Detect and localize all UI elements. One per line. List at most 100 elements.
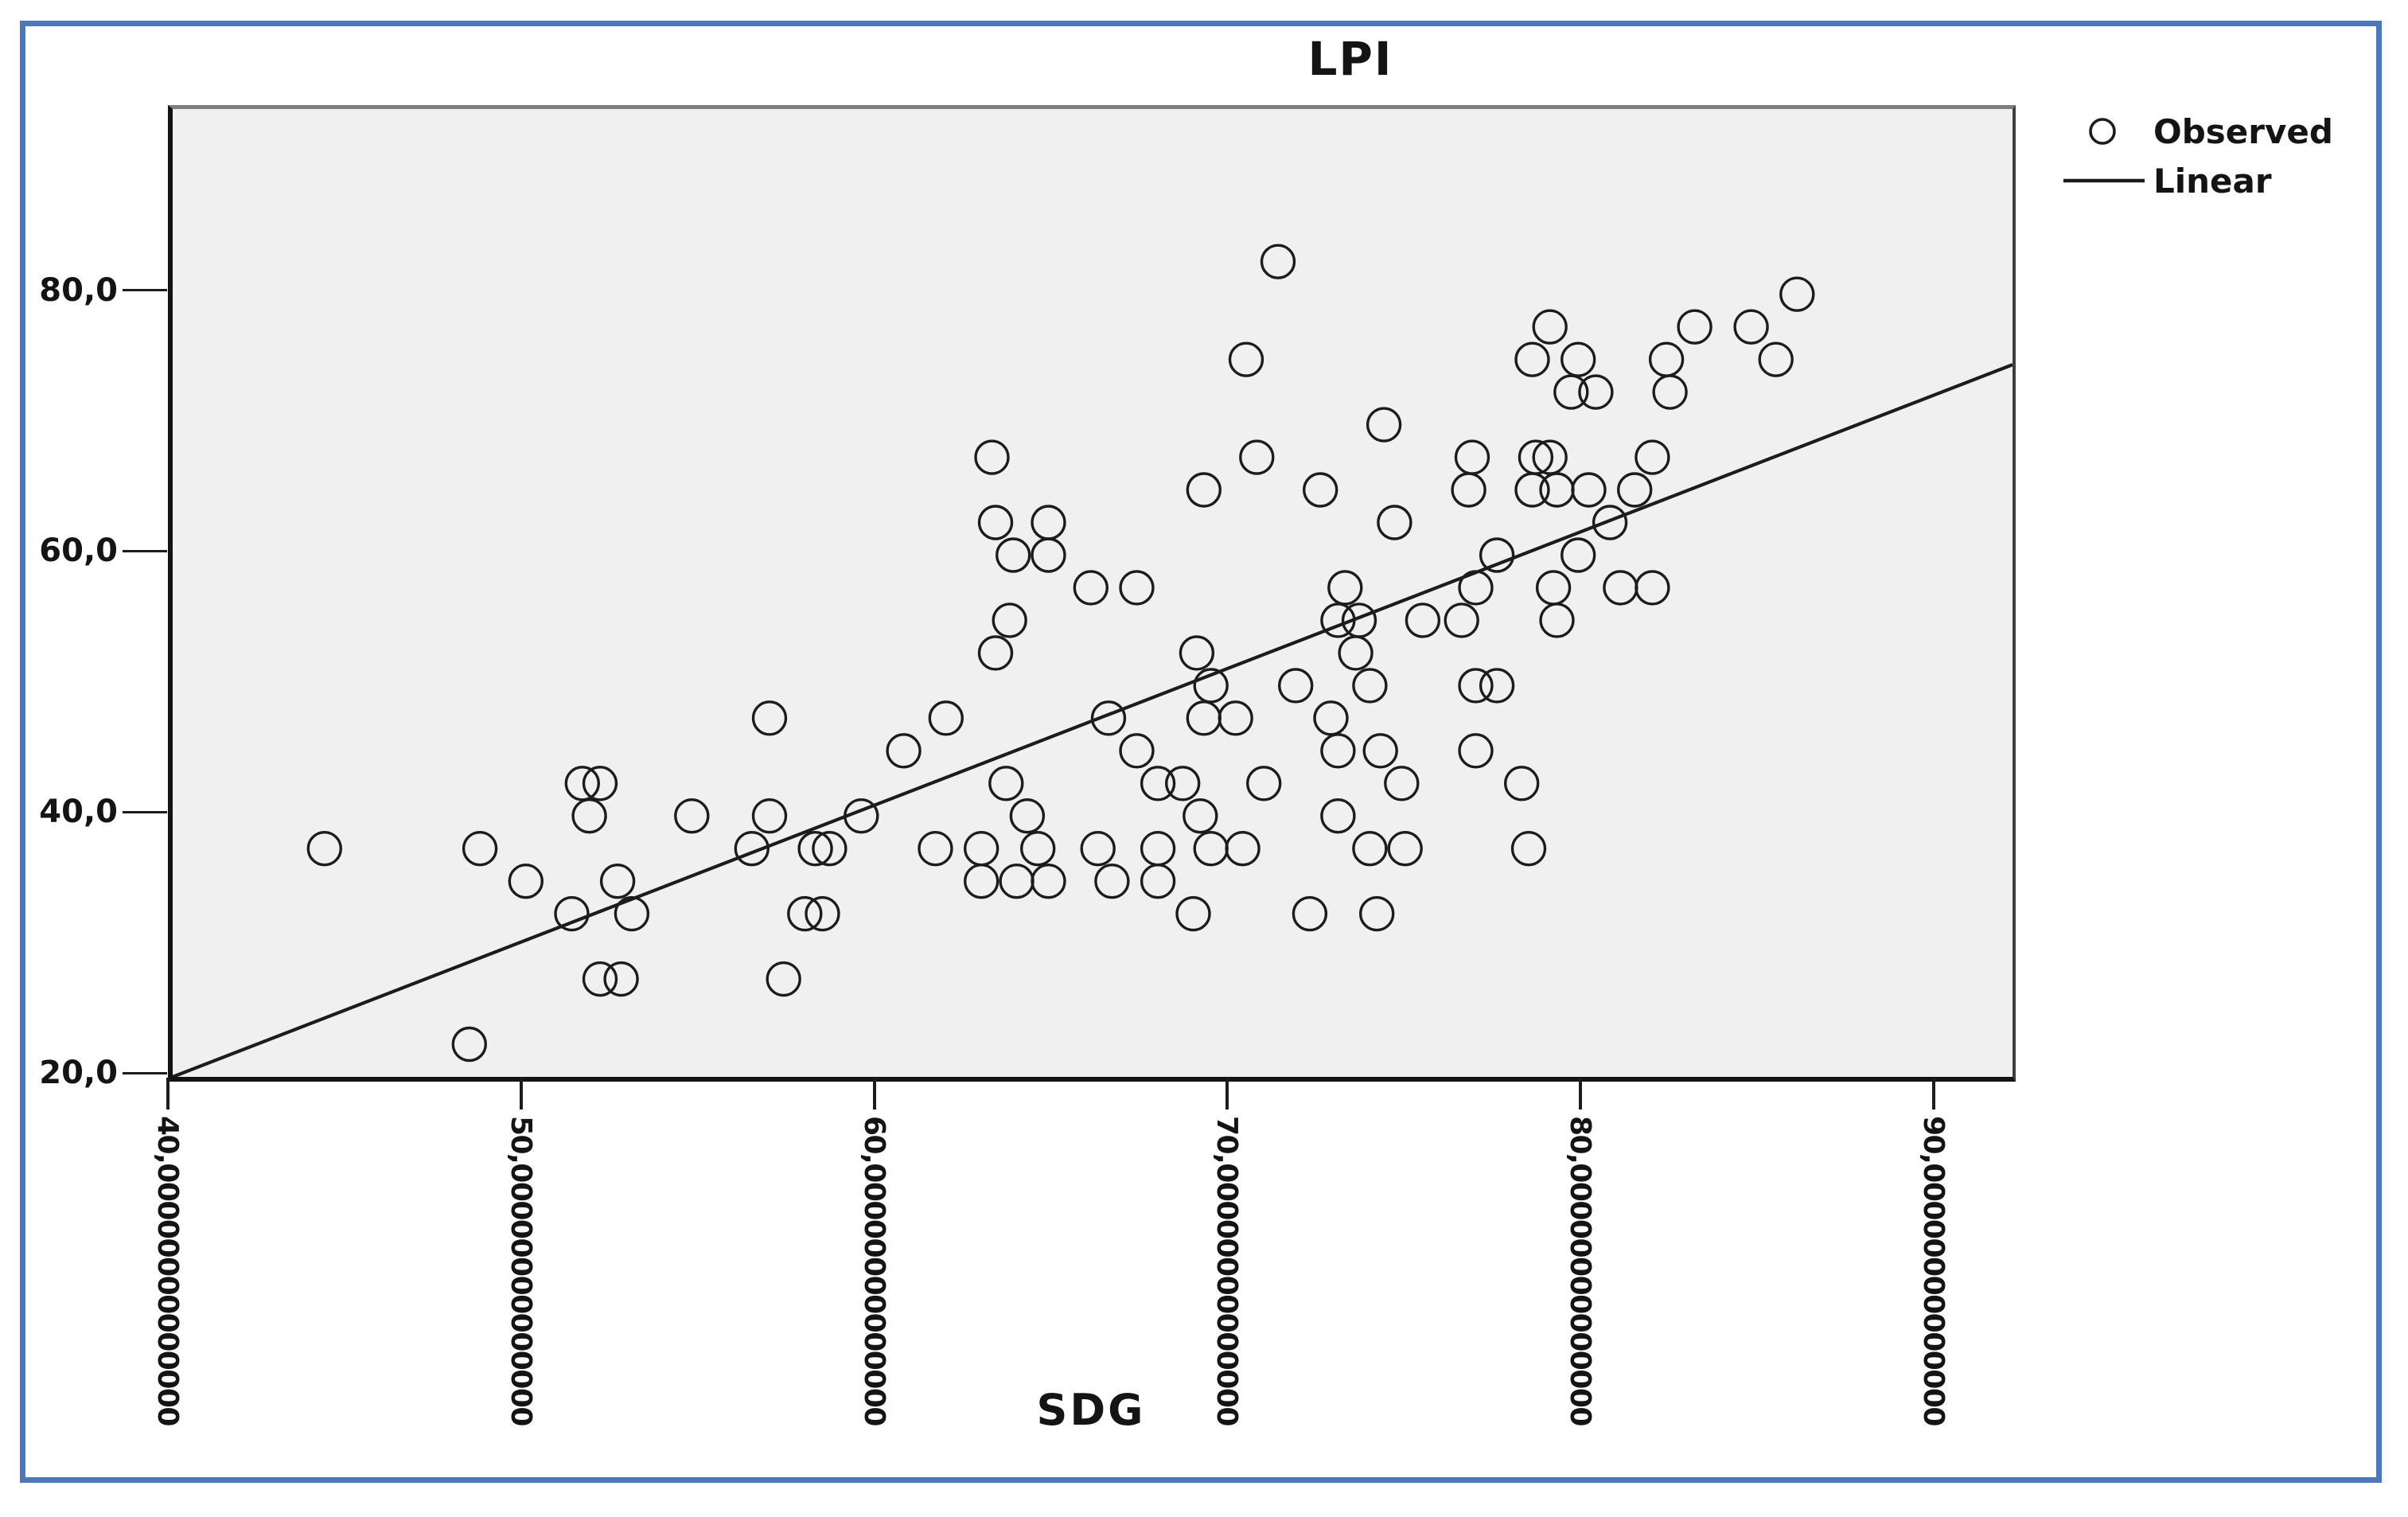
observed-point — [734, 831, 770, 867]
observed-point — [1479, 537, 1515, 573]
x-tick-mark — [519, 1078, 523, 1109]
observed-point — [1094, 864, 1130, 899]
observed-point — [1532, 309, 1568, 345]
observed-point — [1592, 505, 1628, 540]
legend: Observed Linear — [2057, 107, 2333, 205]
observed-point — [977, 635, 1014, 671]
observed-point — [1366, 407, 1402, 443]
observed-point — [1677, 309, 1712, 345]
observed-point — [1183, 798, 1218, 834]
observed-point — [1758, 341, 1794, 377]
observed-point — [1539, 603, 1575, 638]
observed-point — [1405, 603, 1441, 638]
observed-point — [1260, 244, 1296, 279]
observed-point — [1578, 374, 1614, 410]
observed-point — [1119, 733, 1155, 769]
observed-point — [1377, 505, 1412, 540]
observed-point — [1164, 766, 1201, 801]
observed-point — [674, 798, 710, 834]
x-tick-mark — [166, 1078, 169, 1109]
observed-point — [844, 798, 879, 834]
observed-point — [1514, 341, 1550, 377]
observed-point — [1539, 472, 1575, 508]
observed-point — [1553, 374, 1589, 410]
observed-point — [964, 864, 999, 899]
scatter-canvas — [173, 244, 2013, 1077]
observed-point — [582, 766, 618, 801]
observed-point — [1327, 570, 1363, 606]
observed-point — [599, 864, 636, 899]
observed-point — [1320, 733, 1356, 769]
observed-point — [1503, 766, 1540, 801]
observed-point — [1140, 864, 1176, 899]
legend-observed-label: Observed — [2153, 111, 2333, 151]
observed-point — [571, 798, 607, 834]
observed-point — [1387, 831, 1423, 867]
observed-point — [1277, 668, 1314, 704]
observed-point — [614, 895, 650, 932]
observed-point — [977, 505, 1014, 540]
observed-point — [1302, 472, 1338, 508]
observed-point — [1362, 733, 1398, 769]
legend-row-observed: Observed — [2057, 107, 2333, 156]
observed-point — [1779, 276, 1815, 312]
chart-title: LPI — [1307, 32, 1393, 86]
observed-point — [1352, 668, 1388, 704]
observed-point — [1019, 831, 1056, 867]
x-tick-label: 80,00000000000000 — [1564, 1116, 1597, 1425]
x-axis-title: SDG — [1036, 1385, 1146, 1435]
observed-point — [1175, 895, 1211, 932]
y-tick-label: 60,0 — [39, 532, 118, 570]
observed-point — [1009, 798, 1046, 834]
observed-point — [1352, 831, 1388, 867]
legend-row-linear: Linear — [2057, 156, 2333, 205]
observed-point — [1080, 831, 1116, 867]
observed-point — [1228, 341, 1264, 377]
outer-blue-border — [20, 21, 2382, 1483]
observed-point — [1458, 668, 1494, 704]
observed-point — [1338, 635, 1373, 671]
observed-point — [995, 537, 1031, 573]
observed-point — [1479, 668, 1515, 704]
x-tick-label: 90,00000000000000 — [1916, 1116, 1950, 1425]
observed-point — [1384, 766, 1420, 801]
observed-point — [564, 766, 600, 801]
observed-point — [554, 895, 590, 932]
observed-point — [1031, 537, 1066, 573]
observed-point — [306, 831, 343, 867]
observed-point — [1179, 635, 1215, 671]
y-tick-mark — [123, 549, 167, 552]
observed-point — [766, 961, 801, 997]
observed-point — [974, 439, 1010, 475]
observed-point — [1514, 472, 1550, 508]
x-tick-mark — [872, 1078, 876, 1109]
observed-point — [1313, 700, 1349, 736]
linear-line-marker-icon — [2057, 156, 2149, 205]
observed-point — [928, 700, 964, 736]
observed-point — [1451, 472, 1486, 508]
observed-point — [462, 831, 498, 867]
y-tick-mark — [123, 289, 167, 292]
y-tick-mark — [123, 1071, 167, 1074]
x-tick-mark — [1931, 1078, 1935, 1109]
observed-point — [1535, 570, 1572, 606]
x-tick-label: 70,00000000000000 — [1210, 1116, 1244, 1425]
observed-point — [1454, 439, 1490, 475]
y-tick-label: 40,0 — [39, 794, 118, 831]
observed-point — [1444, 603, 1479, 638]
observed-point — [812, 831, 847, 867]
observed-point — [603, 961, 639, 997]
observed-point — [1225, 831, 1260, 867]
observed-point — [1245, 766, 1282, 801]
observed-point — [1239, 439, 1275, 475]
observed-point — [1140, 831, 1176, 867]
observed-point — [1510, 831, 1547, 867]
observed-point — [999, 864, 1035, 899]
x-tick-label: 50,00000000000000 — [504, 1116, 537, 1425]
observed-point — [988, 766, 1024, 801]
observed-point — [1733, 309, 1769, 345]
observed-point — [1320, 798, 1356, 834]
observed-point — [1603, 570, 1638, 606]
observed-point — [1073, 570, 1109, 606]
observed-point — [1560, 341, 1596, 377]
